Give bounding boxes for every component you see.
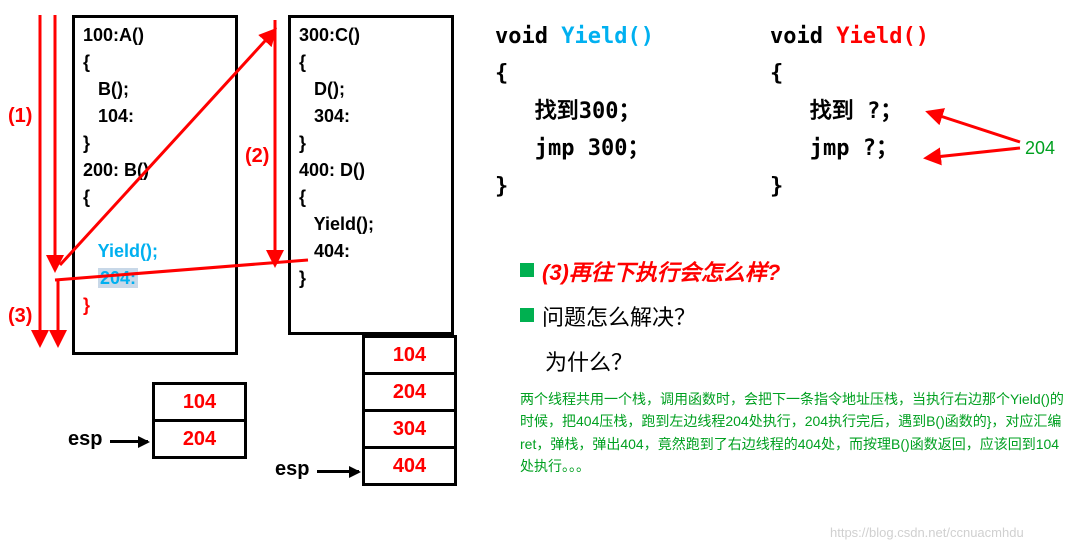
question-1-text: (3)再往下执行会怎么样? <box>542 255 780 287</box>
esp-label-right: esp <box>275 458 309 481</box>
stack-cell: 204 <box>152 419 247 459</box>
stack-cell: 204 <box>362 372 457 412</box>
stack-cell: 304 <box>362 409 457 449</box>
stack-cell: 104 <box>362 335 457 375</box>
esp-label-left: esp <box>68 428 102 451</box>
bullet-icon <box>520 308 534 322</box>
question-2: 问题怎么解决？ <box>520 300 696 332</box>
esp-arrow-right <box>317 470 359 473</box>
explanation-text: 两个线程共用一个栈，调用函数时，会把下一条指令地址压栈，当执行右边那个Yield… <box>520 388 1065 478</box>
code-box-left: 100:A(){ B(); 104:}200: B(){ Yield(); 20… <box>72 15 238 355</box>
step-label-1: (1) <box>8 105 32 128</box>
yield-func-right: void Yield() { 找到 ?； jmp ?；} <box>770 18 929 205</box>
stack-cell: 404 <box>362 446 457 486</box>
stack-left: 104204 <box>152 382 247 459</box>
question-2-text: 问题怎么解决？ <box>542 300 696 332</box>
watermark: https://blog.csdn.net/ccnuacmhdu <box>830 525 1024 540</box>
annotation-204: 204 <box>1025 138 1055 159</box>
stack-right: 104204304404 <box>362 335 457 486</box>
step-label-3: (3) <box>8 305 32 328</box>
step-label-2: (2) <box>245 145 269 168</box>
question-1: (3)再往下执行会怎么样? <box>520 255 780 287</box>
bullet-icon <box>520 263 534 277</box>
esp-arrow-left <box>110 440 148 443</box>
question-3: 为什么？ <box>545 345 633 377</box>
stack-cell: 104 <box>152 382 247 422</box>
code-box-right: 300:C(){ D(); 304:}400: D(){ Yield(); 40… <box>288 15 454 335</box>
yield-func-left: void Yield() { 找到300； jmp 300；} <box>495 18 654 205</box>
